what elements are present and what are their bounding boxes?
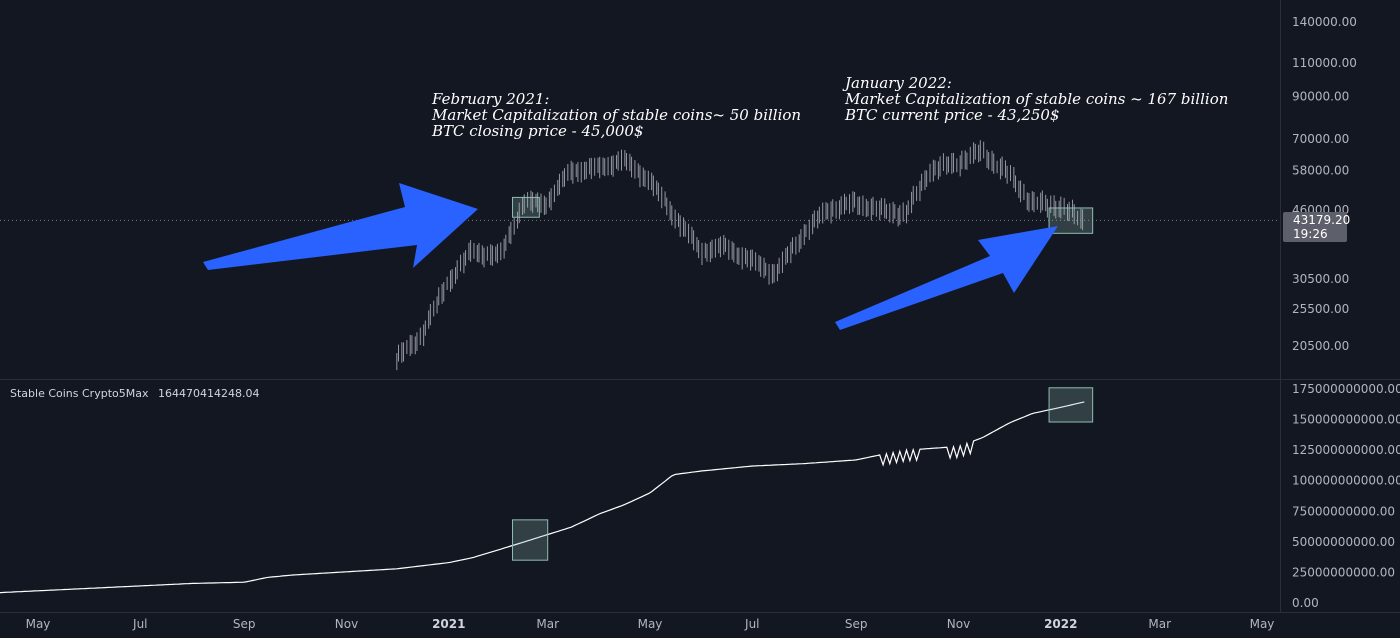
- axes: 20500.0025500.0030500.0046000.0058000.00…: [26, 15, 1400, 631]
- price-highlight-box: [1048, 207, 1094, 234]
- price-axis-tick: 25500.00: [1292, 302, 1349, 316]
- stablecoin-axis-tick: 175000000000.00: [1292, 382, 1400, 396]
- time-axis-tick: Nov: [947, 617, 970, 631]
- time-axis-tick: May: [638, 617, 663, 631]
- stablecoin-highlight-box: [1048, 387, 1094, 423]
- stablecoin-axis-tick: 0.00: [1292, 596, 1319, 610]
- time-axis-tick: May: [1250, 617, 1275, 631]
- stablecoin-pane[interactable]: [0, 387, 1094, 594]
- indicator-name: Stable Coins Crypto5Max: [10, 387, 149, 400]
- arrow-jan2022: [835, 226, 1058, 330]
- time-axis-tick: May: [26, 617, 51, 631]
- time-axis-tick: Jul: [132, 617, 147, 631]
- stablecoin-axis-tick: 100000000000.00: [1292, 474, 1400, 488]
- price-tag-value: 43179.20: [1293, 213, 1350, 227]
- stablecoin-highlight-box: [512, 519, 549, 561]
- annotation-feb2021-line1: February 2021:: [431, 90, 549, 108]
- time-axis-tick: Mar: [536, 617, 559, 631]
- annotation-jan2022-line2: Market Capitalization of stable coins ~ …: [844, 90, 1228, 108]
- time-axis-tick: Sep: [233, 617, 256, 631]
- indicator-value: 164470414248.04: [158, 387, 259, 400]
- time-axis-tick: Nov: [335, 617, 358, 631]
- price-tag-countdown: 19:26: [1293, 227, 1328, 241]
- price-pane[interactable]: [0, 140, 1280, 371]
- price-axis-tick: 110000.00: [1292, 56, 1357, 70]
- stablecoin-axis-tick: 50000000000.00: [1292, 535, 1395, 549]
- annotation-jan2022-line3: BTC current price - 43,250$: [844, 106, 1060, 124]
- indicator-legend[interactable]: Stable Coins Crypto5Max 164470414248.04: [10, 387, 259, 400]
- stablecoin-axis-tick: 125000000000.00: [1292, 443, 1400, 457]
- annotation-feb2021-line2: Market Capitalization of stable coins~ 5…: [431, 106, 801, 124]
- price-tag: 43179.20 19:26: [1283, 212, 1350, 242]
- time-axis-tick: Sep: [845, 617, 868, 631]
- time-axis-tick: 2021: [432, 617, 465, 631]
- price-highlight-box: [512, 196, 540, 218]
- price-axis-tick: 90000.00: [1292, 90, 1349, 104]
- time-axis-tick: Mar: [1148, 617, 1171, 631]
- price-axis-tick: 70000.00: [1292, 132, 1349, 146]
- time-axis-tick: Jul: [744, 617, 759, 631]
- price-axis-tick: 30500.00: [1292, 272, 1349, 286]
- price-axis-tick: 58000.00: [1292, 164, 1349, 178]
- time-axis-tick: 2022: [1044, 617, 1077, 631]
- stablecoin-line: [0, 401, 1085, 594]
- stablecoin-axis-tick: 150000000000.00: [1292, 413, 1400, 427]
- stablecoin-axis-tick: 75000000000.00: [1292, 504, 1395, 518]
- arrow-feb2021: [203, 183, 478, 270]
- price-axis-tick: 20500.00: [1292, 339, 1349, 353]
- annotation-feb2021-line3: BTC closing price - 45,000$: [431, 122, 644, 140]
- annotation-jan2022-line1: January 2022:: [842, 74, 952, 92]
- stablecoin-axis-tick: 25000000000.00: [1292, 565, 1395, 579]
- price-axis-tick: 140000.00: [1292, 15, 1357, 29]
